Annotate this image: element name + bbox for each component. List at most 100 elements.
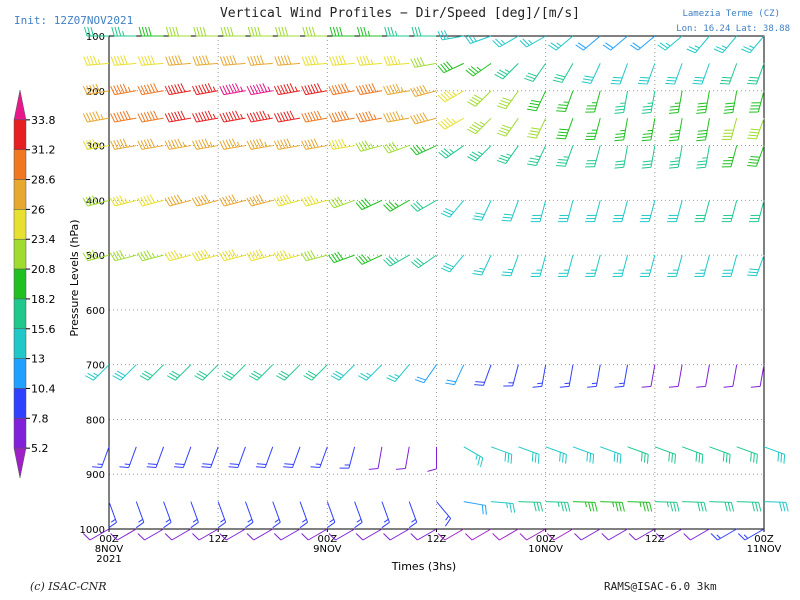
barb-flag [283, 466, 293, 469]
barb-flag [416, 57, 422, 67]
barb-flag [415, 201, 424, 209]
barb-flag [164, 252, 171, 262]
barb-staff [147, 364, 164, 381]
barb-flag [645, 502, 650, 512]
barb-flag [225, 84, 231, 94]
colorbar-label: 7.8 [31, 412, 49, 425]
wind-barb [137, 250, 164, 262]
barb-flag [304, 140, 310, 150]
barb-staff [681, 446, 703, 455]
barb-flag [388, 256, 397, 264]
barb-flag [440, 212, 450, 218]
wind-barbs [82, 26, 789, 541]
barb-flag [195, 112, 201, 122]
barb-staff [566, 254, 574, 277]
barb-flag [204, 249, 210, 258]
barb-flag [697, 102, 708, 105]
barb-staff [210, 446, 219, 468]
barb-staff [354, 501, 363, 523]
barb-flag [92, 139, 98, 148]
barb-flag [287, 55, 292, 65]
barb-flag [246, 85, 252, 95]
barb-flag [500, 154, 510, 159]
barb-flag [229, 463, 240, 465]
barb-staff [278, 254, 301, 262]
barb-flag [82, 85, 88, 95]
barb-half-flag [329, 518, 335, 523]
barb-flag [249, 85, 255, 95]
barb-staff [332, 62, 355, 66]
barb-flag [328, 56, 334, 66]
barb-half-flag [395, 30, 398, 37]
barb-flag [245, 521, 254, 529]
barb-flag [643, 453, 646, 463]
wind-barb [668, 118, 683, 142]
barb-flag [550, 42, 559, 49]
barb-flag [614, 136, 625, 139]
barb-staff [394, 364, 410, 382]
wind-barb [667, 254, 683, 277]
wind-barb [612, 200, 629, 223]
wind-barb [668, 145, 683, 169]
barb-flag [222, 112, 228, 122]
barb-flag [364, 140, 371, 150]
barb-flag [120, 55, 125, 65]
barb-staff [594, 200, 601, 222]
barb-flag [201, 195, 207, 204]
barb-staff [359, 62, 382, 66]
barb-flag [167, 112, 173, 122]
barb-staff [326, 501, 336, 523]
barb-staff [114, 254, 137, 262]
barb-staff [116, 528, 137, 541]
wind-barb [246, 110, 273, 123]
barb-staff [763, 501, 787, 503]
barb-staff [709, 501, 732, 503]
barb-flag [259, 138, 265, 148]
barb-flag [440, 267, 450, 273]
barb-flag [696, 108, 707, 111]
barb-flag [113, 56, 119, 66]
barb-staff [744, 528, 765, 541]
wind-barb [709, 446, 731, 464]
barb-staff [749, 35, 765, 54]
barb-flag [310, 250, 316, 259]
wind-barb [748, 200, 765, 223]
barb-flag [724, 502, 728, 512]
barb-flag [360, 372, 369, 379]
wind-barb [545, 501, 571, 512]
wind-barb [410, 56, 437, 68]
wind-barb [301, 83, 328, 96]
barb-flag [201, 466, 211, 469]
barb-staff [510, 200, 519, 222]
barb-flag [337, 84, 343, 94]
barb-flag [341, 83, 347, 93]
barb-staff [621, 254, 629, 277]
wind-barb [326, 501, 336, 529]
barb-flag [384, 26, 388, 37]
barb-half-flag [100, 114, 104, 120]
barb-flag [715, 46, 725, 51]
barb-staff [757, 200, 765, 222]
barb-staff [333, 254, 355, 264]
barb-flag [528, 160, 538, 164]
barb-half-flag [716, 534, 721, 539]
barb-flag [95, 83, 101, 93]
wind-barb [440, 254, 465, 273]
barb-staff [414, 62, 437, 68]
barb-flag [150, 55, 155, 65]
barb-flag [116, 139, 122, 149]
barb-staff [759, 364, 765, 387]
wind-barb [585, 90, 601, 113]
barb-staff [736, 501, 759, 503]
barb-flag [174, 111, 180, 121]
wind-barb [357, 364, 383, 381]
wind-barb [546, 528, 574, 541]
y-tick-label: 100 [86, 32, 105, 43]
barb-staff [481, 200, 492, 221]
barb-staff [169, 145, 191, 150]
barb-staff [535, 145, 547, 166]
barb-flag [149, 194, 156, 203]
wind-barb [110, 528, 137, 541]
barb-half-flag [294, 86, 298, 92]
barb-flag [249, 196, 256, 206]
